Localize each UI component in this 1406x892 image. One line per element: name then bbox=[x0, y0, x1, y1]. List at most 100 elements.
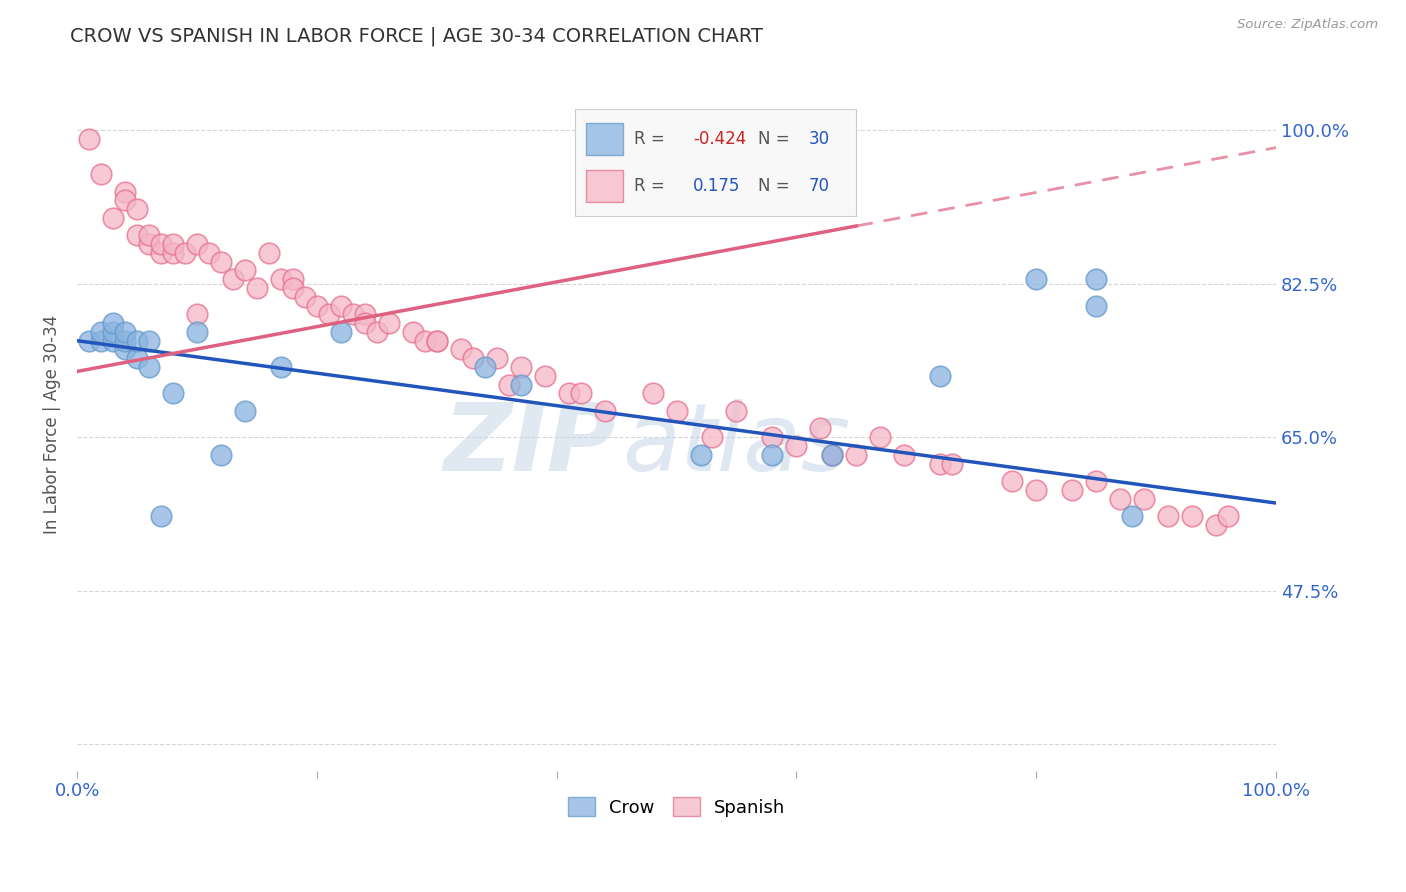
Point bbox=[281, 272, 304, 286]
Point bbox=[150, 246, 173, 260]
Point bbox=[150, 509, 173, 524]
Point bbox=[138, 334, 160, 348]
Point bbox=[186, 325, 208, 339]
Point bbox=[845, 448, 868, 462]
Point bbox=[1085, 474, 1108, 488]
Point bbox=[90, 334, 112, 348]
Point bbox=[761, 430, 783, 444]
Point bbox=[222, 272, 245, 286]
Point bbox=[509, 359, 531, 374]
Legend: Crow, Spanish: Crow, Spanish bbox=[561, 790, 793, 824]
Point bbox=[77, 132, 100, 146]
Point bbox=[1181, 509, 1204, 524]
Point bbox=[329, 299, 352, 313]
Point bbox=[125, 228, 148, 243]
Point bbox=[77, 334, 100, 348]
Point bbox=[929, 457, 952, 471]
Point bbox=[101, 325, 124, 339]
Point bbox=[702, 430, 724, 444]
Point bbox=[641, 386, 664, 401]
Point bbox=[329, 325, 352, 339]
Point bbox=[1085, 272, 1108, 286]
Text: ZIP: ZIP bbox=[444, 399, 617, 491]
Point bbox=[366, 325, 388, 339]
Point bbox=[450, 343, 472, 357]
Point bbox=[246, 281, 269, 295]
Text: CROW VS SPANISH IN LABOR FORCE | AGE 30-34 CORRELATION CHART: CROW VS SPANISH IN LABOR FORCE | AGE 30-… bbox=[70, 27, 763, 46]
Point bbox=[1025, 272, 1047, 286]
Point bbox=[893, 448, 915, 462]
Point bbox=[270, 359, 292, 374]
Point bbox=[426, 334, 449, 348]
Point bbox=[689, 448, 711, 462]
Point bbox=[270, 272, 292, 286]
Point bbox=[90, 325, 112, 339]
Point bbox=[1001, 474, 1024, 488]
Point bbox=[138, 237, 160, 252]
Point bbox=[305, 299, 328, 313]
Point bbox=[162, 246, 184, 260]
Point bbox=[426, 334, 449, 348]
Point bbox=[1062, 483, 1084, 497]
Point bbox=[318, 307, 340, 321]
Point bbox=[1205, 518, 1227, 533]
Text: Source: ZipAtlas.com: Source: ZipAtlas.com bbox=[1237, 18, 1378, 31]
Point bbox=[162, 237, 184, 252]
Point bbox=[125, 334, 148, 348]
Text: atlas: atlas bbox=[623, 400, 851, 491]
Point bbox=[509, 377, 531, 392]
Point bbox=[593, 404, 616, 418]
Point bbox=[125, 202, 148, 216]
Point bbox=[233, 263, 256, 277]
Point bbox=[186, 307, 208, 321]
Point bbox=[1216, 509, 1239, 524]
Point bbox=[1109, 491, 1132, 506]
Point bbox=[1025, 483, 1047, 497]
Point bbox=[150, 237, 173, 252]
Point bbox=[233, 404, 256, 418]
Point bbox=[125, 351, 148, 366]
Point bbox=[162, 386, 184, 401]
Point bbox=[114, 343, 136, 357]
Point bbox=[353, 316, 375, 330]
Point bbox=[557, 386, 579, 401]
Point bbox=[174, 246, 197, 260]
Point bbox=[209, 254, 232, 268]
Point bbox=[533, 368, 555, 383]
Point bbox=[725, 404, 748, 418]
Point bbox=[101, 316, 124, 330]
Point bbox=[761, 448, 783, 462]
Point bbox=[808, 421, 831, 435]
Point bbox=[785, 439, 807, 453]
Point bbox=[138, 359, 160, 374]
Point bbox=[198, 246, 221, 260]
Point bbox=[474, 359, 496, 374]
Point bbox=[101, 334, 124, 348]
Point bbox=[1157, 509, 1180, 524]
Point bbox=[294, 290, 316, 304]
Point bbox=[1133, 491, 1156, 506]
Point bbox=[138, 228, 160, 243]
Point bbox=[1121, 509, 1143, 524]
Point bbox=[869, 430, 891, 444]
Point bbox=[257, 246, 280, 260]
Point bbox=[402, 325, 425, 339]
Point bbox=[342, 307, 364, 321]
Point bbox=[498, 377, 520, 392]
Point bbox=[378, 316, 401, 330]
Point bbox=[461, 351, 484, 366]
Point bbox=[821, 448, 844, 462]
Point bbox=[413, 334, 436, 348]
Point bbox=[281, 281, 304, 295]
Point bbox=[114, 325, 136, 339]
Y-axis label: In Labor Force | Age 30-34: In Labor Force | Age 30-34 bbox=[44, 315, 60, 533]
Point bbox=[1085, 299, 1108, 313]
Point bbox=[101, 211, 124, 225]
Point bbox=[114, 185, 136, 199]
Point bbox=[485, 351, 508, 366]
Point bbox=[941, 457, 963, 471]
Point bbox=[929, 368, 952, 383]
Point bbox=[665, 404, 688, 418]
Point bbox=[209, 448, 232, 462]
Point bbox=[821, 448, 844, 462]
